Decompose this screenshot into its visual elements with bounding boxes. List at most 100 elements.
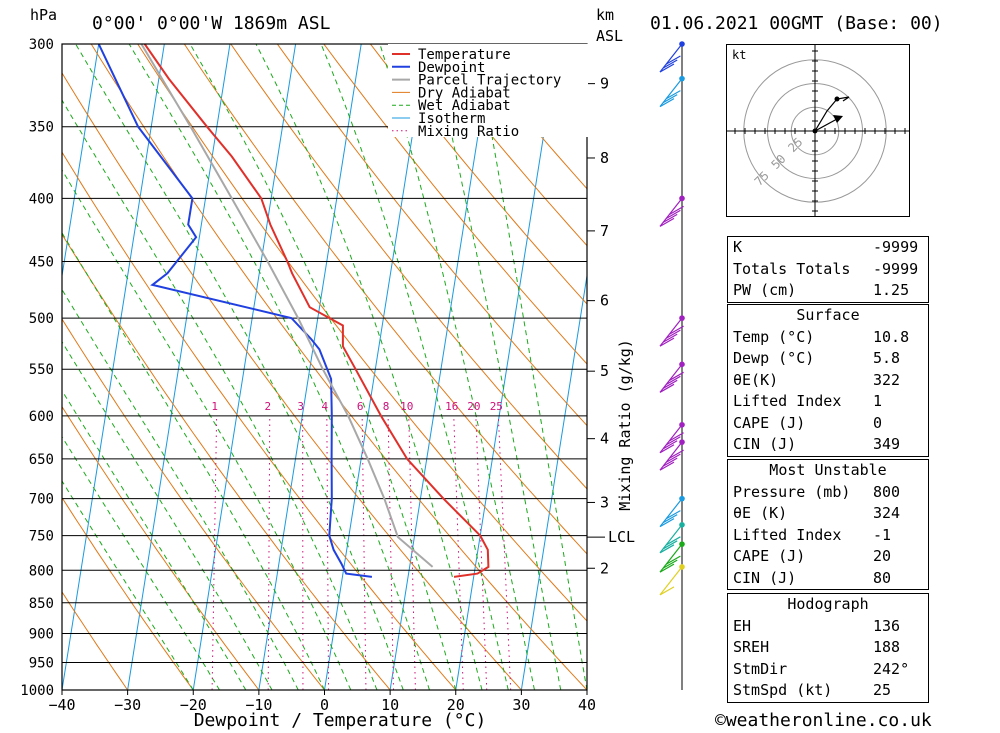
wind-barb-flag [659,586,675,596]
surface-thetae-value: 322 [873,370,901,389]
dry-adiabat-line [183,44,587,555]
pressure-tick-label: 950 [29,655,54,671]
isotherm-line [258,44,362,690]
wind-barb-flag [662,440,678,450]
most-unstable-table: Most Unstable Pressure (mb) 800 θE (K) 324… [727,459,929,590]
storm-motion-vector [814,118,838,132]
pressure-tick-label: 400 [29,191,54,207]
surface-row-cin: CIN (J) 349 [728,434,928,456]
pressure-tick-label: 450 [29,255,54,271]
wind-barb-flag [662,559,678,569]
surface-thetae-label: θE(K) [733,370,779,389]
mixing-ratio-line [361,415,367,690]
dry-adiabat-line [62,233,391,690]
wet-adiabat-line [189,44,457,690]
surface-li-value: 1 [873,392,883,410]
datetime-title: 01.06.2021 00GMT (Base: 00) [650,13,943,34]
pw-value: 1.25 [873,281,910,299]
legend-entry: Dry Adiabat [418,85,511,101]
mu-li-value: -1 [873,525,892,544]
pw-label: PW (cm) [733,281,797,299]
eh-label: EH [733,616,752,635]
legend-entry: Isotherm [418,111,485,127]
legend-entry: Temperature [418,47,511,63]
indices-row-pw: PW (cm) 1.25 [728,280,928,302]
pressure-tick-label: 700 [29,492,54,508]
km-tick-label: 9 [600,75,609,93]
isotherm-line [389,44,493,690]
wind-barb-flag [666,55,681,65]
wind-barb-flag [659,383,675,393]
hodograph-ring-label: 25 [785,135,805,155]
dry-adiabat-line [137,44,587,622]
legend-entry: Wet Adiabat [418,98,511,114]
dry-adiabat-line [62,591,129,690]
legend-background [388,44,588,137]
wind-barb-flag [666,536,681,546]
mixing-ratio-label: 8 [383,400,390,413]
stmdir-value: 242° [873,659,910,678]
wind-barb-flag [666,329,681,339]
surface-cin-label: CIN (J) [733,435,797,453]
pressure-tick-label: 850 [29,596,54,612]
dry-adiabat-line [62,318,325,690]
k-value: -9999 [873,238,919,256]
wind-barb-flag [669,205,684,215]
x-tick-label: 20 [447,696,465,714]
hodograph-point [834,96,840,102]
pressure-tick-label: 500 [29,311,54,327]
sreh-value: 188 [873,638,901,656]
surface-row-thetae: θE(K) 322 [728,370,928,392]
mu-cape-label: CAPE (J) [733,547,806,565]
wet-adiabat-line [62,169,352,690]
surface-cape-value: 0 [873,413,883,432]
mu-thetae-value: 324 [873,504,901,522]
wind-barb-flag [662,540,678,550]
height-ref-label: ASL [596,27,623,45]
x-tick-label: −10 [245,696,272,714]
pressure-unit-label: hPa [30,6,57,24]
dry-adiabat-line [369,44,587,305]
surface-li-label: Lifted Index [733,392,842,410]
k-label: K [733,238,743,256]
isotherm-line [192,44,297,690]
surface-title: Surface [796,306,860,324]
mixing-ratio-line [387,415,394,690]
lcl-label: LCL [608,528,635,546]
wind-barb-flag [662,333,678,343]
surface-temp-label: Temp (°C) [733,327,815,346]
parcel-trajectory-line [140,44,434,568]
surface-cin-value: 349 [873,435,901,453]
plot-frame [61,43,588,691]
dry-adiabat-line [276,44,587,427]
mixing-ratio-label: 3 [297,400,304,413]
km-tick-label: 7 [600,222,609,240]
wind-barb-flag [669,432,684,442]
wind-barb-flag [666,453,681,463]
mixing-ratio-line [326,415,330,690]
wind-barb-flag [662,514,678,524]
sreh-label: SREH [733,638,770,656]
wind-barb-flag [659,337,675,347]
mixing-ratio-label: 4 [322,400,329,413]
hodograph-table: Hodograph EH 136 SREH 188 StmDir 242° StmSp… [727,593,929,703]
wet-adiabat-line [62,340,273,690]
surface-table: Surface Temp (°C) 10.8 Dewp (°C) 5.8 θE(K)… [727,304,929,457]
mixing-ratio-label: 20 [467,400,480,413]
totals-value: -9999 [873,259,919,278]
wind-barb-flag [659,518,675,528]
wind-barb-flag [659,63,675,73]
wind-barb-flag [666,436,681,446]
wind-barb-flag [666,375,681,385]
legend-entry: Dewpoint [418,60,485,76]
indices-table: K -9999 Totals Totals -9999 PW (cm) 1.25 [727,236,929,303]
wind-barb-flag [662,94,678,104]
dewpoint-line [97,44,373,578]
wind-barb-flag [666,209,681,219]
mixing-ratio-line [211,415,218,690]
storm-motion-arrowhead [833,115,843,123]
mixing-ratio-axis-label: Mixing Ratio (g/kg) [616,339,634,511]
mu-cin-label: CIN (J) [733,568,797,587]
mixing-ratio-label: 1 [211,400,218,413]
mu-row-cin: CIN (J) 80 [728,568,928,590]
